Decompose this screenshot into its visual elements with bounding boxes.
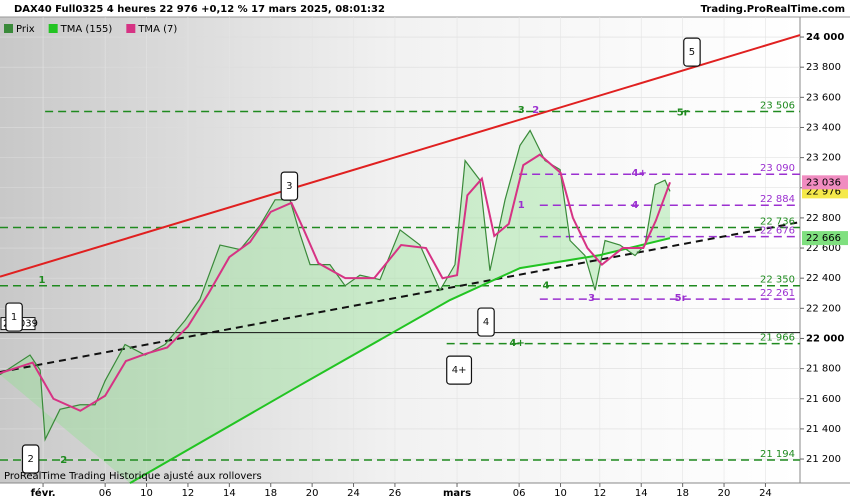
x-tick-label: 18 <box>676 488 689 499</box>
x-tick-label: 24 <box>759 488 772 499</box>
price-tag-label: 22 666 <box>806 233 841 244</box>
wave-label: 5r <box>677 107 689 118</box>
wave-label: 1 <box>11 312 17 323</box>
y-tick-label: 21 600 <box>806 394 841 405</box>
x-tick-label: 24 <box>347 488 360 499</box>
plot-background <box>0 17 800 483</box>
header-bar <box>0 0 850 17</box>
wave-label: 4 <box>632 200 639 211</box>
level-label: 22 350 <box>760 275 795 286</box>
wave-label: 1 <box>518 200 525 211</box>
wave-label: 5 <box>689 47 695 58</box>
wave-label: 3 <box>518 105 525 116</box>
y-tick-label: 22 000 <box>806 333 844 344</box>
wave-label: 3 <box>588 293 595 304</box>
series-line <box>129 237 671 485</box>
trendline <box>0 221 801 374</box>
price-tag-label: 22 976 <box>806 186 841 197</box>
x-tick-label: 14 <box>223 488 236 499</box>
level-label: 21 966 <box>760 333 795 344</box>
trendline <box>0 34 801 278</box>
x-tick-label: 10 <box>554 488 567 499</box>
y-tick-label: 22 200 <box>806 303 841 314</box>
wave-label: 4 <box>483 317 489 328</box>
x-tick-label: 12 <box>182 488 195 499</box>
y-tick-label: 23 200 <box>806 153 841 164</box>
y-tick-label: 22 800 <box>806 213 841 224</box>
price-area <box>0 130 671 484</box>
wave-box <box>683 37 701 67</box>
x-tick-label: mars <box>443 488 471 499</box>
series-line <box>0 153 671 412</box>
y-tick-label: 23 600 <box>806 92 841 103</box>
level-label: 22 261 <box>760 288 795 299</box>
wave-box <box>21 444 40 474</box>
wave-label: 4+ <box>509 338 524 349</box>
legend-swatch <box>48 24 58 33</box>
wave-box <box>446 355 473 385</box>
x-tick-label: 06 <box>99 488 112 499</box>
x-tick-label: 10 <box>140 488 153 499</box>
x-tick-label: 12 <box>593 488 606 499</box>
wave-label: 1 <box>39 275 46 286</box>
level-label: 23 090 <box>760 163 795 174</box>
wave-box <box>477 307 495 337</box>
chart-title: DAX40 Full0325 4 heures 22 976 +0,12 % 1… <box>14 4 385 15</box>
wave-box <box>5 302 23 332</box>
level-label: 23 506 <box>760 100 795 111</box>
source: Trading.ProRealTime.com <box>701 4 845 15</box>
x-tick-label: 20 <box>718 488 731 499</box>
wave-label: 2 <box>60 455 67 466</box>
y-tick-label: 22 400 <box>806 273 841 284</box>
y-tick-label: 23 800 <box>806 62 841 73</box>
wave-label: 4+ <box>452 365 467 376</box>
legend-swatch <box>4 24 13 33</box>
wave-label: 5r <box>675 293 687 304</box>
level-label: 22 736 <box>760 217 795 228</box>
wave-label: 4 <box>543 281 550 292</box>
wave-label: 3 <box>286 181 292 192</box>
level-label: 21 194 <box>760 449 795 460</box>
y-tick-label: 22 600 <box>806 243 841 254</box>
legend-label: Prix <box>16 24 35 35</box>
y-tick-label: 23 400 <box>806 122 841 133</box>
x-tick-label: 18 <box>264 488 277 499</box>
price-tag-label: 23 036 <box>806 177 841 188</box>
legend-swatch <box>126 24 136 33</box>
level-label: 22 884 <box>760 194 795 205</box>
wave-label: 2 <box>27 454 33 465</box>
x-tick-label: 14 <box>635 488 648 499</box>
legend-label: TMA (155) <box>60 24 113 35</box>
x-tick-label: févr. <box>31 487 56 499</box>
y-tick-label: 21 200 <box>806 454 841 465</box>
footer: ProRealTime Trading Historique ajusté au… <box>4 470 262 482</box>
x-tick-label: 06 <box>513 488 526 499</box>
level-label: 22 676 <box>760 226 795 237</box>
y-tick-label: 21 400 <box>806 424 841 435</box>
price-tag <box>802 175 848 190</box>
x-tick-label: 26 <box>389 488 402 499</box>
y-tick-label: 21 800 <box>806 364 841 375</box>
legend-label: TMA (7) <box>137 24 177 35</box>
wave-box <box>280 171 299 201</box>
wave-label: 4+ <box>632 168 647 179</box>
price-tag <box>802 231 848 246</box>
wave-label: 2 <box>532 105 539 116</box>
y-tick-label: 24 000 <box>806 32 844 43</box>
x-tick-label: 20 <box>306 488 319 499</box>
